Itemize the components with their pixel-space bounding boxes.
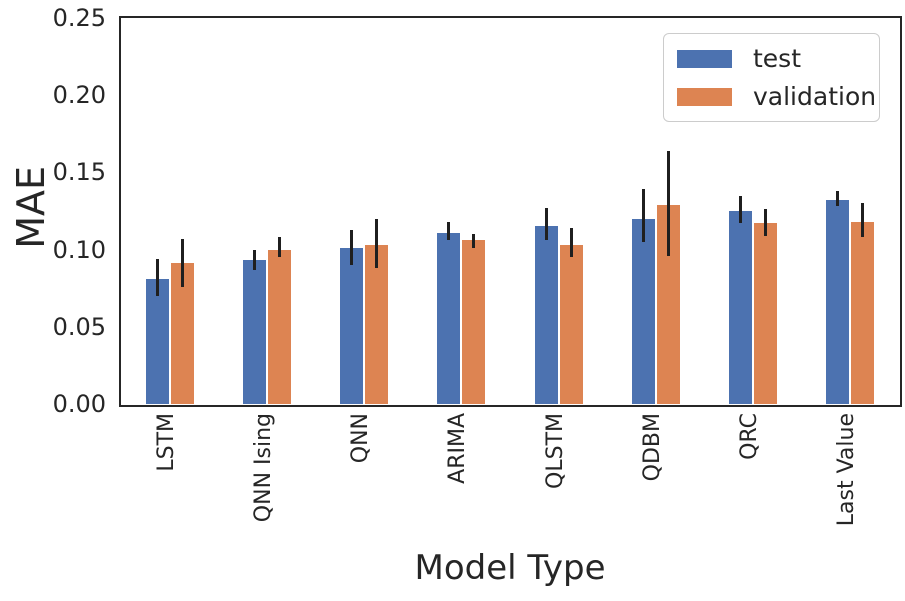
errorbar-validation-QRC <box>764 209 768 236</box>
bar-test-Last Value <box>826 200 850 404</box>
bar-validation-QNN <box>365 244 389 404</box>
bar-test-QLSTM <box>534 226 558 404</box>
x-tick-label-QRC: QRC <box>737 413 763 460</box>
legend-label-test: test <box>753 44 802 73</box>
legend: test validation <box>663 33 880 122</box>
errorbar-test-Last Value <box>836 190 840 207</box>
errorbar-test-QRC <box>739 195 743 224</box>
bar-validation-LSTM <box>170 263 194 404</box>
bar-test-QNN Ising <box>242 260 266 404</box>
bar-validation-QDBM <box>656 204 680 404</box>
legend-item-validation: validation <box>677 84 879 109</box>
errorbar-test-QDBM <box>641 189 645 242</box>
legend-swatch-validation <box>677 87 732 106</box>
errorbar-test-QLSTM <box>544 207 548 241</box>
errorbar-validation-QNN <box>375 218 379 269</box>
legend-item-test: test <box>677 46 879 71</box>
errorbar-test-LSTM <box>155 258 159 296</box>
x-tick-label-QNN: QNN <box>348 413 374 464</box>
bar-validation-ARIMA <box>462 240 486 404</box>
x-tick-label-QLSTM: QLSTM <box>542 413 568 489</box>
y-tick-label: 0.10 <box>52 235 106 264</box>
y-tick-label: 0.15 <box>52 158 106 187</box>
errorbar-validation-LSTM <box>180 238 184 287</box>
bar-validation-QLSTM <box>559 244 583 404</box>
bar-validation-QNN Ising <box>267 249 291 404</box>
errorbar-validation-QDBM <box>666 150 670 256</box>
errorbar-validation-QNN Ising <box>277 237 281 258</box>
x-tick-label-QDBM: QDBM <box>639 413 665 482</box>
x-tick-label-LSTM: LSTM <box>153 413 179 472</box>
y-tick-label: 0.25 <box>52 4 106 32</box>
x-tick-label-Last Value: Last Value <box>834 413 860 527</box>
x-tick-label-QNN Ising: QNN Ising <box>250 413 276 523</box>
x-axis-label: Model Type <box>414 548 606 588</box>
errorbar-validation-QLSTM <box>569 227 573 258</box>
legend-label-validation: validation <box>753 82 877 111</box>
bar-validation-QRC <box>754 223 778 404</box>
y-tick-label: 0.00 <box>52 390 106 418</box>
y-axis-label: MAE <box>9 166 53 249</box>
errorbar-validation-Last Value <box>861 203 865 238</box>
errorbar-test-QNN <box>350 229 354 266</box>
legend-swatch-test <box>677 49 732 68</box>
bar-test-QRC <box>729 211 753 404</box>
x-tick-label-ARIMA: ARIMA <box>445 413 471 484</box>
y-tick-label: 0.05 <box>52 312 106 341</box>
errorbar-test-QNN Ising <box>252 249 256 270</box>
bar-test-QDBM <box>631 218 655 404</box>
y-tick-label: 0.20 <box>52 81 106 110</box>
errorbar-test-ARIMA <box>447 221 451 241</box>
bar-validation-Last Value <box>851 221 875 404</box>
bar-test-LSTM <box>145 278 169 404</box>
bar-test-ARIMA <box>437 232 461 404</box>
bar-test-QNN <box>340 248 364 404</box>
errorbar-validation-ARIMA <box>472 234 476 249</box>
